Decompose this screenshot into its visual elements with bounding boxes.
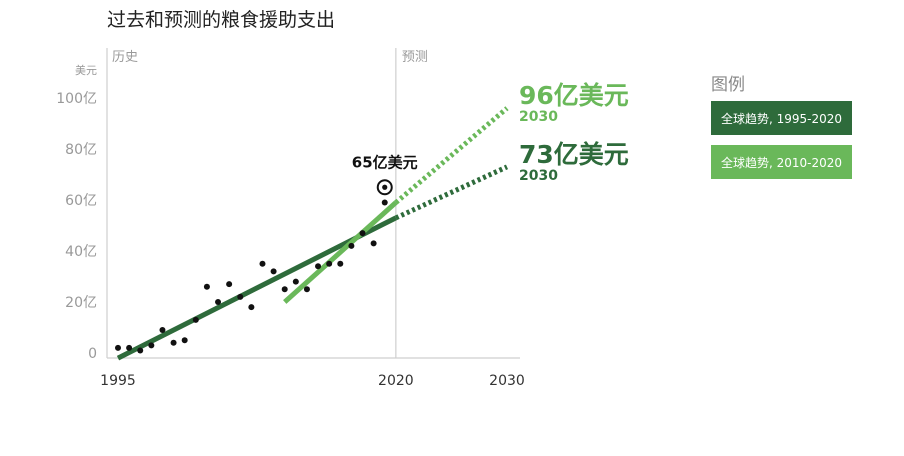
data-point [248,304,255,311]
data-point [203,283,210,290]
data-point [259,260,266,267]
data-point [292,278,299,285]
data-point [115,344,121,351]
data-point [159,327,166,334]
y-tick-label: 60亿 [65,193,97,209]
data-point [281,286,288,293]
data-point [215,299,222,305]
y-tick-label: 20亿 [65,295,97,311]
data-point [192,316,199,323]
data-point [348,242,355,249]
legend-item-1995-2020: 全球趋势, 1995-2020 [711,101,852,135]
trend-end-year: 2030 [519,168,558,184]
trend-end-value: 96亿美元 [519,81,629,110]
marker-label: 65亿美元 [352,153,418,171]
legend-title: 图例 [711,75,745,95]
data-point [126,344,133,351]
x-tick-label: 2020 [378,373,414,389]
data-point [326,260,333,267]
data-point [237,293,244,300]
y-tick-label: 40亿 [65,244,97,260]
data-point [337,260,344,267]
data-point [137,347,144,354]
forecast-label: 预测 [402,50,428,65]
data-point [359,230,366,237]
data-point [381,199,388,206]
marker-dot [382,184,388,190]
data-point [270,268,277,275]
history-label: 历史 [112,50,138,65]
y-unit-label: 美元 [75,64,97,77]
data-point [170,339,177,346]
x-tick-label: 1995 [100,373,136,389]
data-point [315,263,322,270]
trend-line-solid [283,200,398,304]
trend-line-projected [394,164,509,221]
y-tick-label: 0 [88,346,97,362]
data-point [148,342,155,349]
data-point [303,286,310,293]
data-point [226,281,233,288]
data-point [181,337,188,344]
y-tick-label: 80亿 [65,142,97,158]
legend-item-2010-2020: 全球趋势, 2010-2020 [711,145,852,179]
data-point [370,240,377,247]
chart-title: 过去和预测的粮食援助支出 [107,9,336,31]
x-tick-label: 2030 [489,373,525,389]
y-tick-label: 100亿 [56,91,97,107]
trend-end-year: 2030 [519,109,558,125]
trend-end-value: 73亿美元 [519,140,629,169]
trend-line-projected [394,106,509,205]
